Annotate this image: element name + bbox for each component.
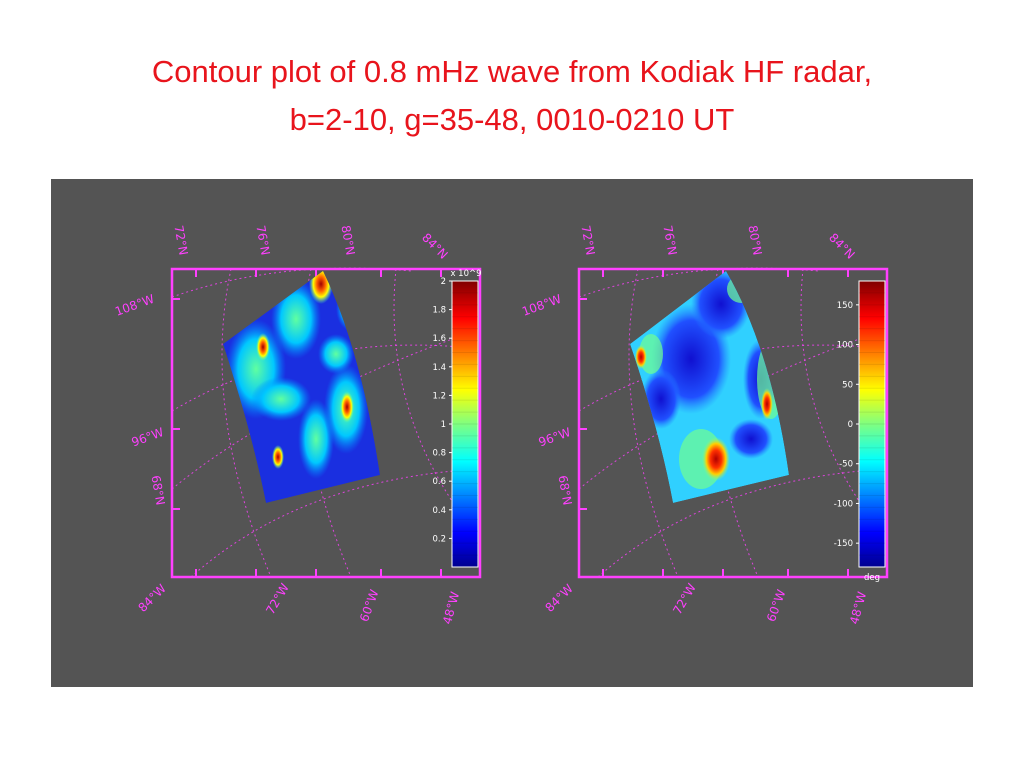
contour-peak <box>761 388 773 420</box>
slide-title-line2: b=2-10, g=35-48, 0010-0210 UT <box>289 102 735 137</box>
grid-label: 80°N <box>745 224 764 256</box>
contour-peak <box>635 345 647 369</box>
colorbar-tick-label: -100 <box>834 499 853 509</box>
grid-label: 72°N <box>171 224 190 256</box>
colorbar-tick-label: 100 <box>837 341 853 351</box>
colorbar-unit: deg <box>864 573 880 583</box>
grid-label: 108°W <box>113 292 156 319</box>
left-colorbar <box>451 280 479 568</box>
right-colorbar <box>858 280 886 568</box>
left-frame <box>170 267 482 579</box>
contour-blob <box>691 271 751 339</box>
contour-peak <box>256 333 270 361</box>
right-frame <box>577 267 889 579</box>
colorbar-exponent: x 10^9 <box>450 269 481 279</box>
grid-line <box>171 267 412 298</box>
grid-label: 68°N <box>555 474 574 506</box>
contour-blob <box>727 275 755 303</box>
colorbar-tick-label: 1 <box>441 420 446 430</box>
contour-blob <box>318 334 354 374</box>
grid-label: 80°N <box>338 224 357 256</box>
right-contour-field <box>630 271 789 503</box>
colorbar-tick-label: 2 <box>441 277 446 287</box>
contour-blob <box>251 377 311 421</box>
grid-label: 84°N <box>826 231 857 262</box>
contour-blob <box>641 369 681 429</box>
colorbar-tick-label: 0.8 <box>432 449 446 459</box>
contour-blob <box>729 419 773 459</box>
grid-label: 60°W <box>764 588 789 624</box>
grid-label: 76°N <box>253 224 272 256</box>
grid-label: 108°W <box>520 292 563 319</box>
contour-peak <box>702 437 730 481</box>
colorbar-tick-label: 1.8 <box>432 306 446 316</box>
grid-label: 72°W <box>670 581 699 617</box>
colorbar-tick-label: 1.4 <box>432 363 446 373</box>
contour-plots: 72°N 76°N 80°N 84°N 108°W 96°W 68°N 84°W 72°W 60°… <box>113 224 889 626</box>
grid-label: 96°W <box>130 425 166 450</box>
left-panel <box>170 267 482 579</box>
grid-label: 48°W <box>440 590 462 626</box>
grid-label: 96°W <box>537 425 573 450</box>
colorbar-tick-label: -50 <box>839 460 853 470</box>
slide-title-line1: Contour plot of 0.8 mHz wave from Kodiak… <box>151 54 873 89</box>
right-panel <box>577 267 889 579</box>
grid-label: 68°N <box>148 474 167 506</box>
grid-label: 48°W <box>847 590 869 626</box>
colorbar-tick-label: 0.2 <box>432 534 446 544</box>
grid-label: 60°W <box>357 588 382 624</box>
contour-peak <box>272 445 284 469</box>
grid-label: 84°W <box>543 581 576 614</box>
grid-label: 76°N <box>660 224 679 256</box>
colorbar-tick-label: 0 <box>848 420 853 430</box>
colorbar-tick-label: 0.6 <box>432 477 446 487</box>
grid-label: 72°W <box>263 581 292 617</box>
colorbar-tick-label: 0.4 <box>432 506 446 516</box>
radar-figure: 72°N 76°N 80°N 84°N 108°W 96°W 68°N 84°W 72°W 60°… <box>51 179 973 687</box>
colorbar-tick-label: 50 <box>842 380 853 390</box>
left-contour-field <box>223 271 380 503</box>
colorbar-tick-label: 150 <box>837 301 853 311</box>
colorbar-tick-label: 1.6 <box>432 334 446 344</box>
contour-blob <box>336 287 366 331</box>
grid-label: 72°N <box>578 224 597 256</box>
grid-label: 84°W <box>136 581 169 614</box>
contour-peak <box>340 391 354 423</box>
grid-label: 84°N <box>419 231 450 262</box>
colorbar-tick-label: 1.2 <box>432 391 446 401</box>
colorbar-tick-label: -150 <box>834 539 853 549</box>
